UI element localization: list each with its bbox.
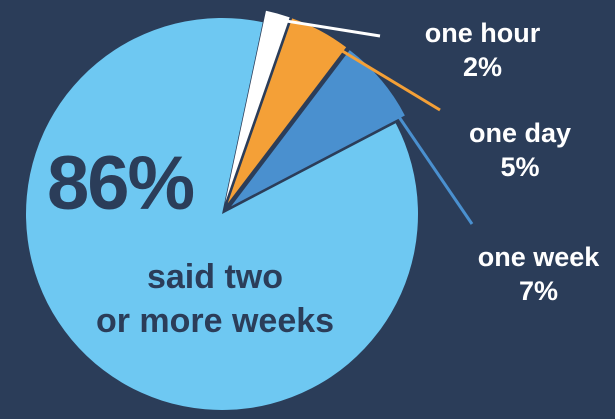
slice-one-week xyxy=(231,50,405,207)
one-day-label: one day 5% xyxy=(455,116,585,184)
one-day-name: one day xyxy=(468,118,572,148)
slice-one-hour xyxy=(225,10,290,203)
main-percentage-label: 86% xyxy=(46,141,195,226)
one-hour-value: 2% xyxy=(462,52,503,82)
leader-lines xyxy=(276,17,474,225)
leader-one-hour xyxy=(276,17,381,38)
one-week-value: 7% xyxy=(518,276,559,306)
leader-one-day xyxy=(316,34,441,112)
slice-two-or-more-weeks xyxy=(25,17,418,411)
leader-one-week xyxy=(375,82,474,225)
pie-slices xyxy=(25,10,418,411)
slice-one-day xyxy=(227,18,347,204)
main-label-line-2: or more weeks xyxy=(95,302,335,340)
main-label-line-1: said two xyxy=(146,258,284,296)
one-week-name: one week xyxy=(477,242,600,272)
one-hour-name: one hour xyxy=(424,18,541,48)
one-day-value: 5% xyxy=(500,152,540,182)
one-week-label: one week 7% xyxy=(462,240,615,308)
one-hour-label: one hour 2% xyxy=(410,16,555,84)
main-slice-label: said two or more weeks xyxy=(40,255,390,343)
